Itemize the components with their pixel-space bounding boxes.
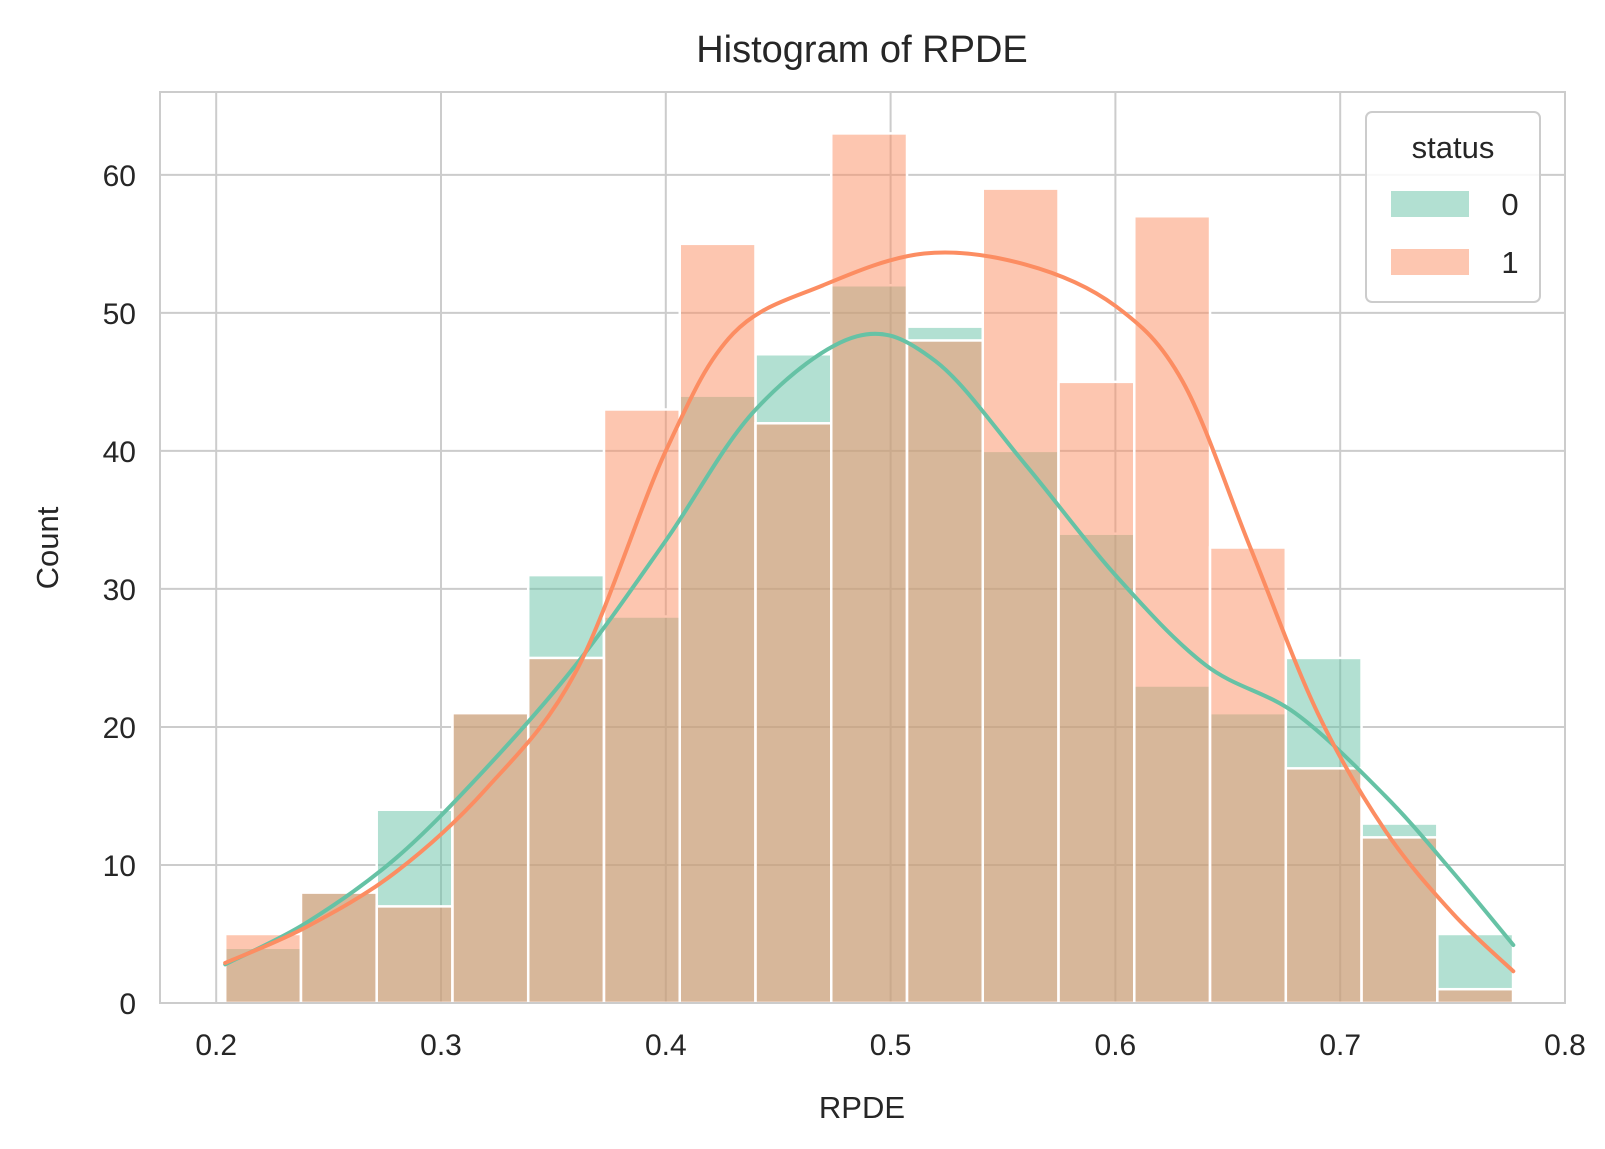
- histogram-bar: [678, 242, 757, 1005]
- legend-title: status: [1412, 130, 1495, 165]
- legend-label-1: 1: [1501, 245, 1518, 280]
- legend-label-0: 0: [1501, 187, 1518, 222]
- chart-title: Histogram of RPDE: [696, 29, 1028, 71]
- histogram-bar: [1208, 546, 1288, 1005]
- x-tick-label: 0.3: [420, 1029, 462, 1062]
- x-tick-label: 0.2: [195, 1029, 237, 1062]
- x-tick-label: 0.7: [1319, 1029, 1361, 1062]
- kde-line-series-0: [223, 331, 1516, 967]
- y-tick-label: 60: [103, 160, 136, 193]
- kde-curves: [223, 250, 1516, 974]
- histogram-bar: [754, 422, 833, 1005]
- x-tick-label: 0.5: [870, 1029, 912, 1062]
- histogram-bar: [830, 132, 909, 1005]
- plot-frame: [159, 91, 1566, 1004]
- plot-border: [159, 91, 1566, 1004]
- histogram-bar: [981, 187, 1060, 1005]
- histogram-bar: [905, 339, 985, 1005]
- y-tick-label: 10: [103, 850, 136, 883]
- histogram-bar: [1284, 767, 1363, 1005]
- bar-group-series-1: [223, 132, 1515, 1005]
- histogram-bar: [375, 905, 454, 1005]
- x-tick-label: 0.4: [645, 1029, 687, 1062]
- histogram-bars: [223, 132, 1515, 1005]
- y-axis-label: Count: [30, 506, 65, 589]
- legend: status 0 1: [1365, 111, 1541, 303]
- histogram-bar: [1436, 987, 1515, 1005]
- histogram-bar: [1057, 380, 1136, 1005]
- x-axis-label: RPDE: [819, 1090, 905, 1125]
- x-tick-label: 0.8: [1544, 1029, 1586, 1062]
- y-tick-label: 20: [103, 712, 136, 745]
- y-tick-label: 30: [103, 574, 136, 607]
- histogram-bar: [1360, 836, 1439, 1005]
- x-tick-label: 0.6: [1095, 1029, 1137, 1062]
- histogram-bar: [526, 656, 606, 1005]
- legend-swatch-0: [1391, 191, 1469, 217]
- y-tick-label: 0: [119, 988, 136, 1021]
- legend-swatch-1: [1391, 249, 1469, 275]
- histogram-bar: [602, 408, 681, 1005]
- y-tick-label: 50: [103, 298, 136, 331]
- kde-line-series-1: [223, 250, 1516, 974]
- y-tick-label: 40: [103, 436, 136, 469]
